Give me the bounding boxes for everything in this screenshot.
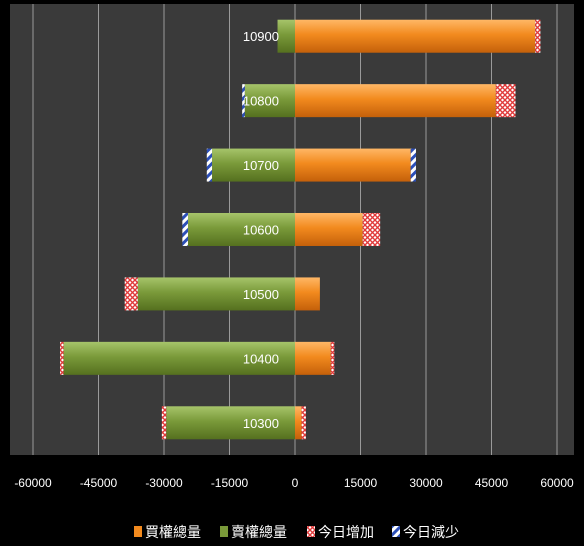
bar-today-increase [330, 341, 335, 375]
bar-put-total [166, 406, 295, 440]
bar-call-total [295, 148, 411, 182]
legend-swatch [307, 526, 315, 537]
x-tick-label: -30000 [145, 476, 183, 490]
x-tick-label: 30000 [409, 476, 443, 490]
legend-label: 買權總量 [145, 524, 201, 541]
bar-put-total [277, 19, 295, 53]
bar-today-decrease [410, 148, 416, 182]
category-label: 10500 [243, 287, 279, 302]
bar-today-decrease [242, 84, 245, 118]
legend-label: 今日增加 [318, 525, 374, 541]
x-tick-label: 45000 [475, 476, 509, 490]
bar-call-total [295, 277, 320, 311]
legend-label: 賣權總量 [231, 524, 287, 541]
bar-today-increase [362, 213, 381, 246]
bar-call-total [295, 19, 536, 53]
legend-label: 今日減少 [403, 524, 459, 541]
category-label: 10400 [243, 351, 279, 366]
category-label: 10700 [243, 158, 279, 173]
bar-today-increase [60, 341, 64, 375]
x-tick-label: 15000 [344, 476, 378, 490]
bar-put-total [188, 213, 295, 246]
legend-swatch [134, 526, 142, 537]
x-tick-label: -60000 [14, 476, 52, 490]
bar-put-total [137, 277, 295, 311]
x-tick-label: 60000 [540, 476, 574, 490]
x-tick-label: -45000 [80, 476, 118, 490]
bar-today-increase [161, 406, 167, 440]
bar-today-increase [124, 277, 138, 311]
bar-put-total [212, 148, 295, 182]
bar-today-increase [535, 19, 541, 53]
bar-today-increase [301, 406, 306, 440]
bar-call-total [295, 406, 302, 440]
x-tick-label: 0 [292, 476, 299, 490]
legend-swatch [392, 526, 400, 537]
bar-today-decrease [182, 213, 189, 246]
bar-call-total [295, 341, 331, 375]
category-label: 10800 [243, 94, 279, 109]
category-label: 10300 [243, 416, 279, 431]
bar-today-decrease [206, 148, 213, 182]
bar-put-total [63, 341, 295, 375]
x-tick-label: -15000 [211, 476, 249, 490]
bar-call-total [295, 84, 496, 118]
bar-call-total [295, 213, 363, 246]
category-label: 10600 [243, 223, 279, 238]
bar-put-total [244, 84, 295, 118]
category-label: 10900 [243, 29, 279, 44]
legend-swatch [220, 526, 228, 537]
bar-today-increase [495, 84, 516, 118]
